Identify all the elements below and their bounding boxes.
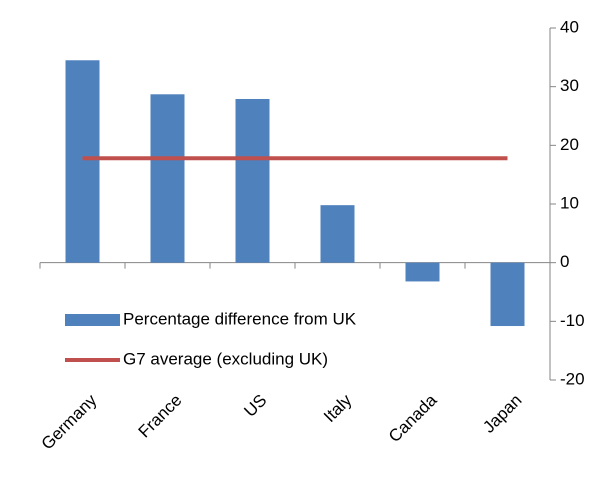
x-tick-label: US (240, 391, 270, 421)
bar (65, 60, 100, 263)
y-tick-label: -20 (560, 369, 585, 388)
x-tick-label: Japan (479, 391, 525, 437)
x-tick-label: Germany (38, 390, 101, 453)
x-tick-label: France (135, 391, 186, 442)
bar (405, 262, 440, 282)
bar (490, 262, 525, 327)
y-tick-label: 40 (560, 17, 579, 36)
bar (235, 98, 270, 263)
bar (150, 94, 185, 263)
bar (320, 205, 355, 263)
y-tick-label: 30 (560, 76, 579, 95)
y-tick-label: 0 (560, 252, 569, 271)
legend-label: Percentage difference from UK (123, 309, 357, 328)
x-tick-label: Italy (320, 390, 356, 426)
x-tick-label: Canada (385, 390, 441, 446)
y-tick-label: 20 (560, 135, 579, 154)
y-tick-label: -10 (560, 311, 585, 330)
legend-label: G7 average (excluding UK) (123, 349, 328, 368)
legend-swatch (65, 314, 120, 326)
y-tick-label: 10 (560, 193, 579, 212)
